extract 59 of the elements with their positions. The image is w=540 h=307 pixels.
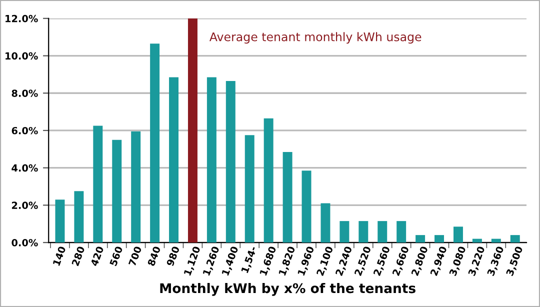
- y-tick-label: 6.0%: [12, 126, 38, 134]
- y-tick-label: 12.0%: [6, 14, 38, 22]
- bar: [340, 221, 350, 243]
- y-tick-label: 8.0%: [12, 90, 38, 97]
- bar: [472, 238, 482, 243]
- bar: [510, 235, 520, 243]
- bar: [112, 140, 122, 243]
- x-tick-label: 3,080: [448, 246, 468, 277]
- x-tick-label: 2,940: [430, 246, 448, 276]
- x-tick-label: 2,520: [354, 246, 372, 276]
- bar: [434, 235, 444, 243]
- bar: [188, 18, 198, 243]
- x-tick-label: 2,800: [411, 246, 430, 276]
- x-tick-label: 3,360: [486, 246, 506, 277]
- x-tick-label: 1,960: [297, 246, 316, 276]
- x-tick-label: 2,660: [392, 246, 410, 276]
- bar: [378, 221, 388, 243]
- bar: [93, 126, 103, 243]
- bar: [74, 191, 84, 243]
- x-tick-label: 1,260: [202, 246, 221, 276]
- bar: [416, 235, 426, 243]
- x-tick-label: 1,120: [184, 246, 202, 276]
- x-tick-label: 700: [128, 246, 142, 266]
- bar: [358, 221, 368, 243]
- bar: [169, 77, 179, 243]
- y-tick-label: 10.0%: [6, 52, 38, 60]
- x-axis-title: Monthly kWh by x% of the tenants: [160, 282, 416, 296]
- y-tick-label: 0.0%: [12, 239, 38, 246]
- bar: [491, 238, 501, 243]
- x-tick-label: 420: [90, 246, 104, 267]
- x-tick-label: 560: [109, 246, 123, 266]
- bar: [55, 200, 65, 243]
- x-tick-label: 2,560: [373, 246, 392, 276]
- y-tick-label: 2.0%: [12, 202, 38, 210]
- bar: [320, 203, 330, 243]
- x-tick-label: 140: [52, 246, 66, 266]
- y-tick-label: 4.0%: [12, 164, 38, 172]
- x-tick-label: 3,500: [506, 246, 524, 277]
- x-tick-label: 1,680: [259, 246, 278, 276]
- bar: [131, 131, 141, 243]
- x-tick-label: 3,220: [468, 246, 486, 277]
- annotation: Average tenant monthly kWh usage: [209, 32, 422, 44]
- x-tick-label: 840: [147, 246, 161, 266]
- bar: [396, 221, 406, 243]
- bar: [244, 135, 254, 243]
- bar: [264, 118, 274, 243]
- bar: [282, 152, 292, 243]
- bar: [206, 77, 216, 243]
- bar: [302, 170, 312, 243]
- x-tick-label: 1,820: [278, 246, 296, 276]
- x-tick-label: 280: [71, 246, 85, 266]
- bar: [453, 226, 463, 243]
- x-tick-label: 2,100: [316, 246, 334, 276]
- bar: [226, 80, 236, 243]
- x-tick-label: 1,54-: [241, 246, 258, 274]
- x-tick-label: 980: [166, 246, 180, 266]
- bar: [150, 44, 160, 243]
- x-tick-label: 1,400: [222, 246, 240, 276]
- x-tick-label: 2,240: [335, 246, 354, 276]
